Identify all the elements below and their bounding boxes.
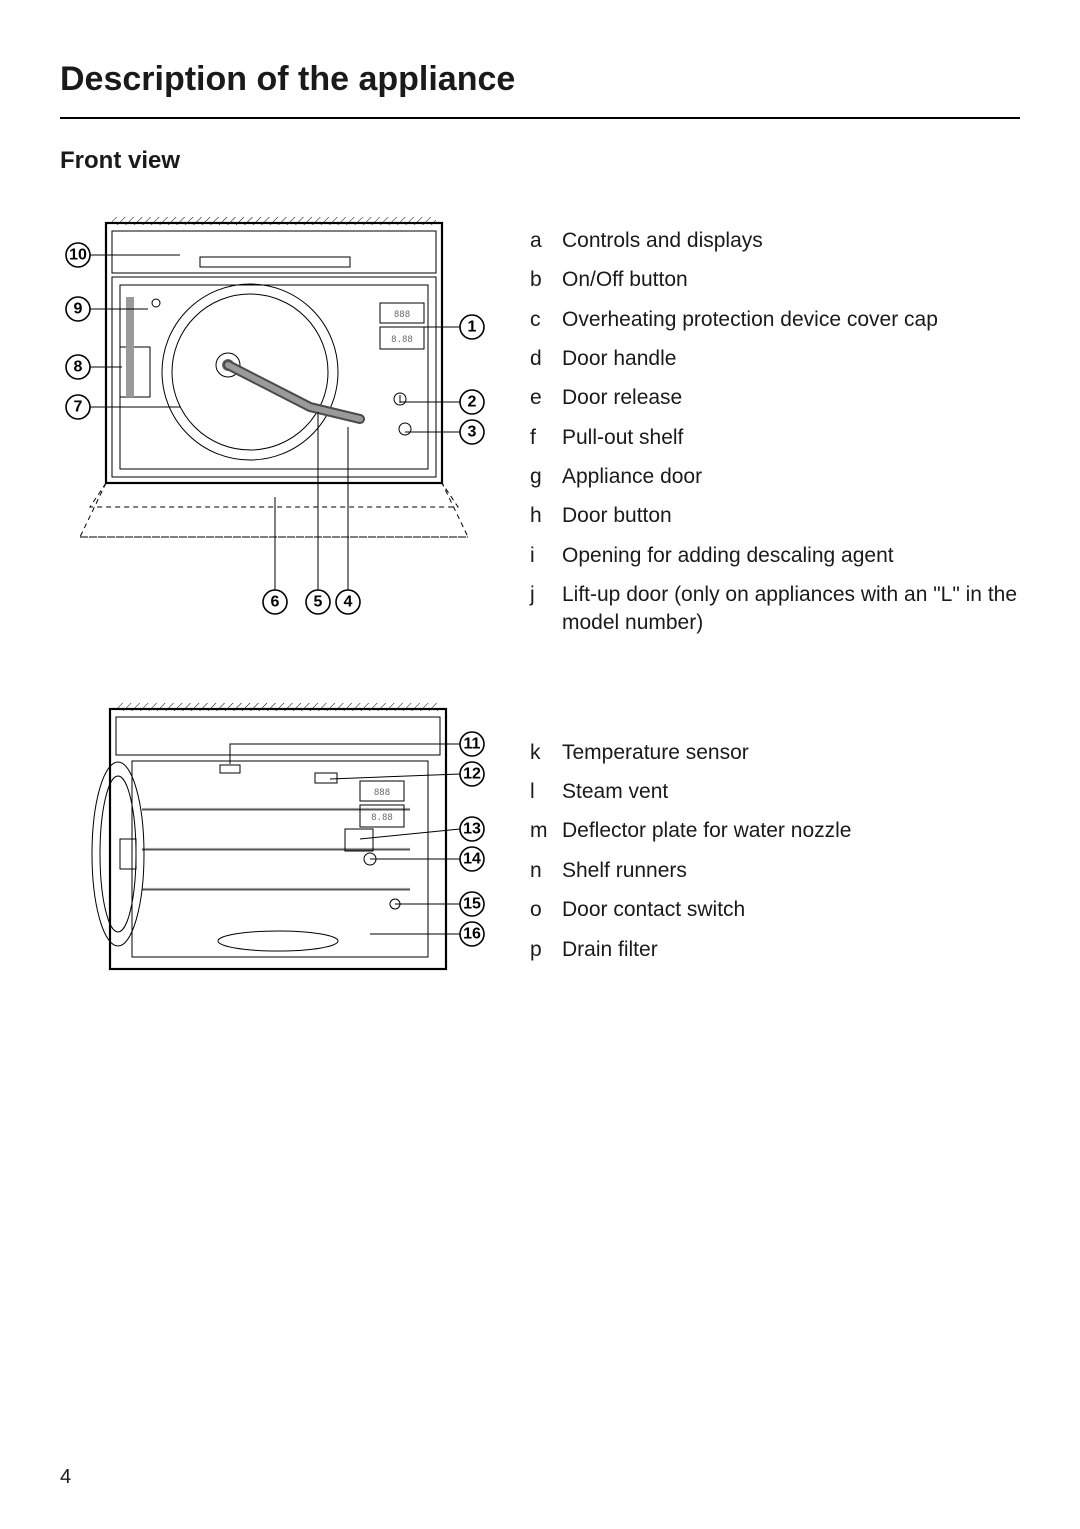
legend-key: e [530,384,552,412]
legend-text: Door button [562,502,672,530]
legend-text: On/Off button [562,266,688,294]
legend-item: n Shelf runners [530,857,1020,885]
svg-text:14: 14 [463,850,481,867]
svg-text:888: 888 [394,310,410,320]
svg-text:5: 5 [314,594,323,611]
legend-item: a Controls and displays [530,227,1020,255]
legend-item: h Door button [530,502,1020,530]
legend-item: f Pull-out shelf [530,424,1020,452]
page-title: Description of the appliance [60,60,1020,119]
legend-key: a [530,227,552,255]
legend-text: Pull-out shelf [562,424,683,452]
svg-text:11: 11 [464,735,481,752]
vent-slots [112,217,436,225]
legend-top: a Controls and displays b On/Off button c Ove… [530,197,1020,649]
legend-key: d [530,345,552,373]
legend-item: m Deflector plate for water nozzle [530,817,1020,845]
legend-text: Drain filter [562,936,658,964]
legend-item: p Drain filter [530,936,1020,964]
legend-key: o [530,896,552,924]
legend-text: Door handle [562,345,676,373]
svg-text:7: 7 [74,399,83,416]
legend-text: Steam vent [562,778,668,806]
legend-key: g [530,463,552,491]
svg-text:12: 12 [463,765,481,782]
legend-bottom: k Temperature sensor l Steam vent m Deflector… [530,689,1020,989]
legend-text: Temperature sensor [562,739,749,767]
svg-text:1: 1 [468,319,477,336]
svg-text:8.88: 8.88 [371,813,393,823]
page-number: 4 [60,1466,71,1489]
legend-key: f [530,424,552,452]
legend-item: i Opening for adding descaling agent [530,542,1020,570]
svg-text:4: 4 [344,594,353,611]
legend-item: g Appliance door [530,463,1020,491]
top-row: 888 8.88 10 9 8 7 1 2 3 6 5 4 a Controls and displ… [60,197,1020,649]
legend-key: h [530,502,552,530]
legend-key: b [530,266,552,294]
legend-item: b On/Off button [530,266,1020,294]
legend-text: Deflector plate for water nozzle [562,817,851,845]
legend-item: d Door handle [530,345,1020,373]
legend-key: n [530,857,552,885]
svg-text:6: 6 [271,594,280,611]
legend-key: j [530,581,552,638]
legend-text: Opening for adding descaling agent [562,542,894,570]
svg-text:888: 888 [374,788,390,798]
legend-item: c Overheating protection device cover cap [530,306,1020,334]
legend-key: m [530,817,552,845]
legend-text: Lift-up door (only on appliances with an… [562,581,1020,638]
svg-text:8.88: 8.88 [391,335,413,345]
legend-text: Overheating protection device cover cap [562,306,938,334]
svg-text:9: 9 [74,301,83,318]
front-view-open-diagram: 888 8.88 11 12 13 14 15 16 [60,689,490,989]
bottom-row: 888 8.88 11 12 13 14 15 16 k Temperature senso… [60,689,1020,989]
legend-item: l Steam vent [530,778,1020,806]
svg-text:8: 8 [74,359,83,376]
manual-page: Description of the appliance Front view [0,0,1080,1529]
front-view-closed-diagram: 888 8.88 10 9 8 7 1 2 3 6 5 4 [60,197,490,649]
legend-key: l [530,778,552,806]
legend-text: Door release [562,384,682,412]
legend-item: o Door contact switch [530,896,1020,924]
svg-text:16: 16 [463,925,481,942]
svg-text:13: 13 [463,820,481,837]
svg-text:3: 3 [468,424,477,441]
legend-text: Appliance door [562,463,702,491]
svg-text:10: 10 [69,247,87,264]
legend-key: p [530,936,552,964]
svg-text:2: 2 [468,394,477,411]
legend-item: e Door release [530,384,1020,412]
svg-text:15: 15 [463,895,481,912]
legend-text: Door contact switch [562,896,745,924]
legend-text: Shelf runners [562,857,687,885]
legend-key: i [530,542,552,570]
legend-key: k [530,739,552,767]
section-subtitle: Front view [60,147,1020,175]
legend-item: jLift-up door (only on appliances with a… [530,581,1020,638]
legend-key: c [530,306,552,334]
legend-text: Controls and displays [562,227,763,255]
legend-item: k Temperature sensor [530,739,1020,767]
